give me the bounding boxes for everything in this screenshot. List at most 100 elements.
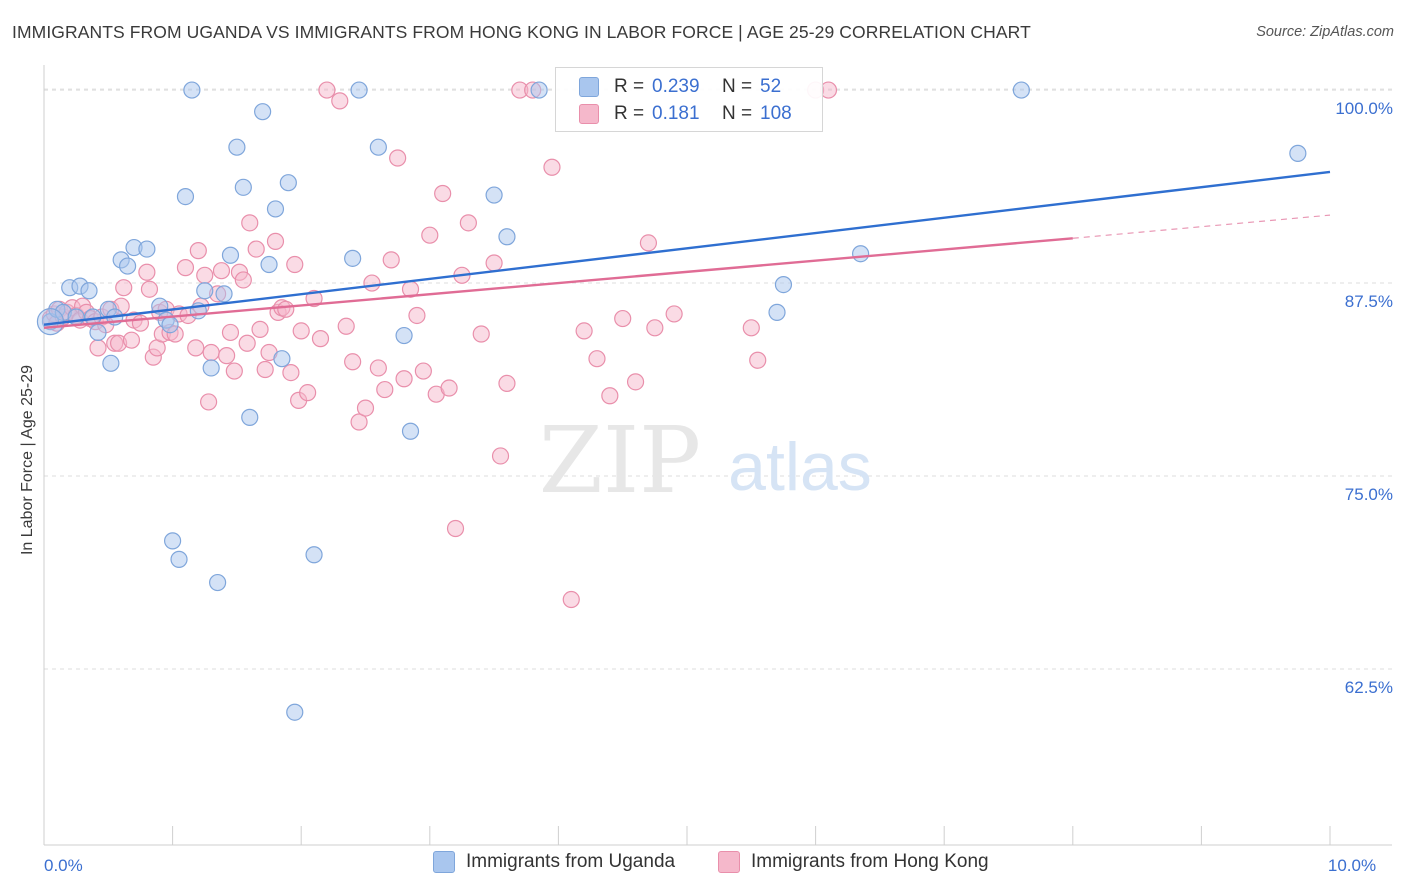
hongkong-point xyxy=(646,319,664,337)
hongkong-trend-extension xyxy=(1072,214,1331,239)
hongkong-point xyxy=(282,363,300,382)
legend-n-value: 108 xyxy=(760,103,792,124)
y-tick-label: 100.0% xyxy=(1335,99,1393,118)
hongkong-point xyxy=(356,399,375,417)
x-tick-label: 10.0% xyxy=(1328,856,1376,875)
hongkong-trend-line xyxy=(43,237,1073,330)
hongkong-point xyxy=(459,214,477,232)
legend-item-uganda[interactable]: Immigrants from Uganda xyxy=(433,851,675,873)
hongkong-point xyxy=(266,232,285,250)
hongkong-point xyxy=(251,320,269,338)
hongkong-point xyxy=(318,81,336,99)
x-tick-label: 0.0% xyxy=(44,856,83,875)
uganda-point xyxy=(273,350,291,368)
hongkong-point xyxy=(376,380,394,399)
hongkong-point xyxy=(562,590,580,609)
hongkong-point xyxy=(363,274,381,292)
uganda-point xyxy=(260,255,278,274)
watermark-atlas: atlas xyxy=(728,429,872,505)
uganda-point xyxy=(234,178,252,196)
legend-r-label: R = xyxy=(614,103,645,124)
uganda-point xyxy=(183,81,201,99)
uganda-point xyxy=(241,408,259,426)
uganda-point xyxy=(401,422,420,440)
uganda-point xyxy=(36,308,65,336)
uganda-point xyxy=(215,285,233,303)
legend-n-label: N = xyxy=(722,76,753,97)
uganda-point xyxy=(228,138,246,156)
hongkong-point xyxy=(115,279,133,297)
hongkong-point xyxy=(395,370,413,388)
hongkong-point xyxy=(176,259,195,277)
uganda-trend-line xyxy=(43,170,1331,326)
hongkong-point xyxy=(221,323,240,342)
hongkong-point xyxy=(238,334,256,352)
y-tick-label: 87.5% xyxy=(1345,292,1393,311)
y-tick-label: 62.5% xyxy=(1345,678,1393,697)
uganda-point xyxy=(138,240,156,258)
hongkong-point xyxy=(588,350,606,368)
uganda-point xyxy=(102,354,120,372)
hongkong-point xyxy=(742,319,760,337)
uganda-point xyxy=(266,200,285,218)
uganda-point xyxy=(530,81,548,99)
hongkong-point xyxy=(299,384,317,402)
uganda-point xyxy=(369,138,387,156)
stats-legend: R = 0.239 N = 52 R = 0.181 N = 108 xyxy=(555,67,823,132)
watermark: ZIP atlas xyxy=(539,407,872,514)
hongkong-point xyxy=(639,234,658,252)
legend-n-label: N = xyxy=(722,103,753,124)
hongkong-point xyxy=(749,351,767,369)
hongkong-point xyxy=(202,343,220,362)
y-tick-label: 75.0% xyxy=(1345,485,1393,504)
uganda-point xyxy=(196,282,214,300)
hongkong-point xyxy=(382,251,400,269)
hongkong-point xyxy=(369,359,387,377)
uganda-point xyxy=(254,103,272,121)
hongkong-point xyxy=(247,240,265,258)
uganda-point xyxy=(164,532,182,550)
hongkong-point xyxy=(305,289,323,308)
hongkong-point xyxy=(187,339,205,357)
hongkong-point xyxy=(601,387,619,405)
legend-item-hongkong[interactable]: Immigrants from Hong Kong xyxy=(718,851,989,873)
hongkong-points xyxy=(41,81,838,609)
uganda-point xyxy=(768,303,786,321)
uganda-point xyxy=(1012,81,1030,99)
legend-swatch-hongkong xyxy=(718,851,740,873)
legend-r-value: 0.181 xyxy=(652,103,700,124)
uganda-point xyxy=(350,81,368,99)
uganda-point xyxy=(221,246,240,264)
hongkong-point xyxy=(311,330,330,348)
hongkong-point xyxy=(331,92,349,110)
uganda-point xyxy=(161,316,179,334)
uganda-point xyxy=(852,245,870,263)
hongkong-point xyxy=(89,339,107,357)
legend-label-uganda: Immigrants from Uganda xyxy=(466,851,676,872)
uganda-point xyxy=(305,546,323,564)
hongkong-point xyxy=(234,271,252,289)
hongkong-point xyxy=(292,322,310,340)
series-legend: Immigrants from Uganda Immigrants from H… xyxy=(0,851,1406,879)
legend-label-hongkong: Immigrants from Hong Kong xyxy=(751,851,989,872)
uganda-points xyxy=(36,81,1307,721)
legend-r-value: 0.239 xyxy=(652,76,700,97)
hongkong-point xyxy=(140,280,159,298)
axis-layer xyxy=(43,65,1392,846)
hongkong-point xyxy=(212,262,231,280)
hongkong-point xyxy=(485,254,503,272)
uganda-point xyxy=(1289,144,1307,162)
legend-r-label: R = xyxy=(614,76,645,97)
trend-lines xyxy=(43,170,1331,330)
legend-swatch-hongkong xyxy=(579,104,599,124)
hongkong-point xyxy=(434,184,452,203)
uganda-point xyxy=(344,249,362,267)
uganda-point xyxy=(395,326,413,345)
uganda-point xyxy=(118,257,137,275)
hongkong-point xyxy=(575,322,593,340)
legend-n-value: 52 xyxy=(760,76,782,97)
uganda-point xyxy=(774,275,793,294)
uganda-point xyxy=(498,228,516,246)
hongkong-point xyxy=(408,306,426,325)
